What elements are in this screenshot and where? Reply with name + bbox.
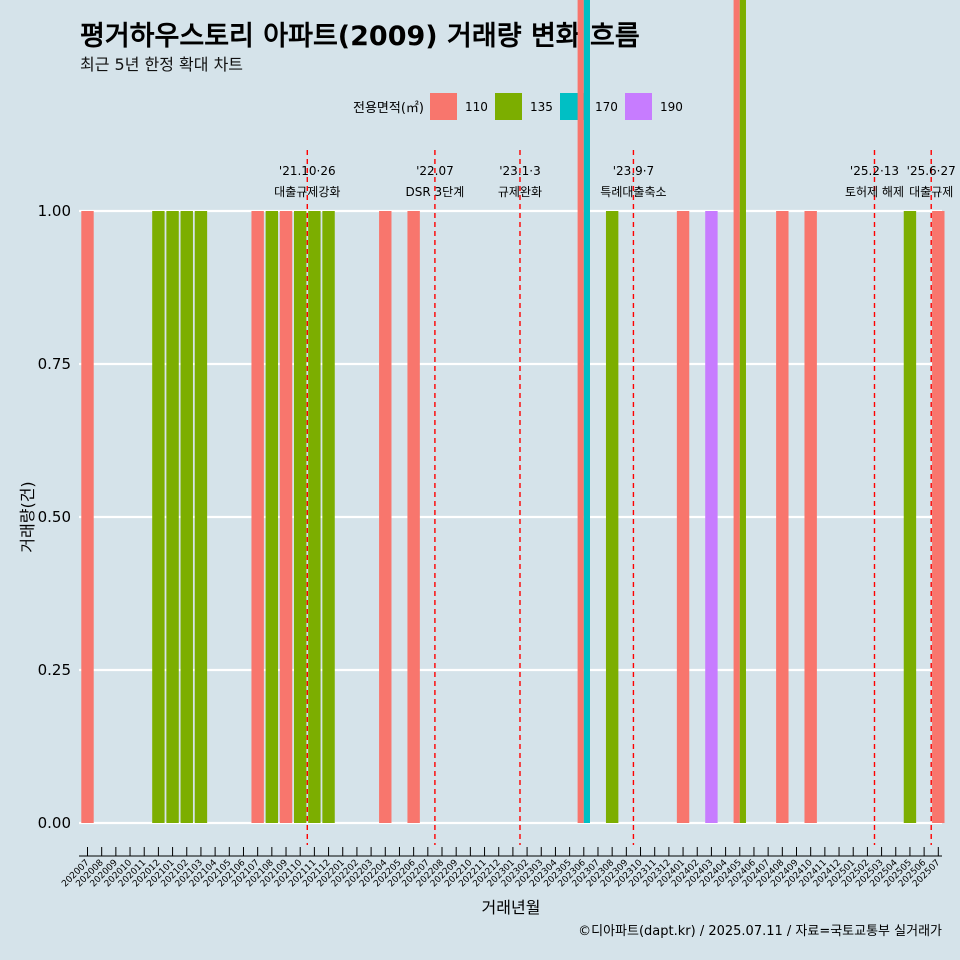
y-tick-label-1: 0.25 [38,661,71,679]
bar-202102-135 [180,211,193,823]
legend-label-170: 170 [595,100,618,114]
annotation-label-5: 대출규제 [909,185,953,199]
bar-202110-135 [294,211,307,823]
bar-202007-110 [81,211,94,823]
chart-subtitle: 최근 5년 한정 확대 차트 [80,55,243,74]
legend-swatch-135 [495,93,522,120]
bar-202405-135 [739,0,746,823]
legend-label-135: 135 [530,100,553,114]
annotation-date-0: '21.10·26 [279,164,336,178]
y-tick-label-3: 0.75 [38,355,71,373]
caption: ©디아파트(dapt.kr) / 2025.07.11 / 자료=국토교통부 실… [578,924,942,939]
annotation-date-4: '25.2·13 [850,164,899,178]
legend-label-110: 110 [465,100,488,114]
bar-202101-135 [166,211,179,823]
annotation-label-3: 특례대출축소 [600,185,666,199]
bar-202103-135 [194,211,208,823]
annotation-label-4: 토허제 해제 [845,185,904,199]
y-tick-label-4: 1.00 [38,202,71,220]
y-axis-title: 거래량(건) [18,481,37,552]
annotation-date-5: '25.6·27 [907,164,956,178]
legend-swatch-110 [430,93,457,120]
bar-202306-170 [583,0,590,823]
chart-title: 평거하우스토리 아파트(2009) 거래량 변화 흐름 [80,21,640,52]
bar-202403-190 [705,211,718,823]
bar-202109-110 [279,211,293,823]
y-tick-label-2: 0.50 [38,508,71,526]
annotation-label-2: 규제완화 [498,185,542,199]
bar-202206-110 [407,211,420,823]
annotation-label-1: DSR 3단계 [406,185,465,199]
legend: 전용면적(㎡) 110 135 170 190 [353,93,683,120]
annotation-date-2: '23.1·3 [499,164,540,178]
gridlines [79,209,942,825]
bar-202505-135 [903,211,917,823]
annotation-date-3: '23.9·7 [613,164,654,178]
bar-202012-135 [152,211,165,823]
bar-202108-135 [265,211,279,823]
y-tick-label-0: 0.00 [38,814,71,832]
annotation-date-1: '22.07 [416,164,454,178]
legend-label-190: 190 [660,100,683,114]
x-axis-title: 거래년월 [482,898,541,917]
annotations: '21.10·26 대출규제강화 '22.07 DSR 3단계 '23.1·3 규제완화 '… [274,150,956,845]
bar-202308-135 [605,211,619,823]
bar-202408-110 [776,211,789,823]
bar-202204-110 [379,211,392,823]
annotation-label-0: 대출규제강화 [274,185,340,199]
bar-202401-110 [676,211,690,823]
bar-202111-135 [308,211,321,823]
bar-202112-135 [322,211,335,823]
legend-swatch-190 [625,93,652,120]
bars [81,0,945,823]
bar-202507-110 [932,211,945,823]
bar-202405-110 [733,0,740,823]
bar-202306-110 [577,0,584,823]
bar-202410-110 [804,211,817,823]
legend-title: 전용면적(㎡) [353,101,424,116]
bar-202107-110 [251,211,264,823]
